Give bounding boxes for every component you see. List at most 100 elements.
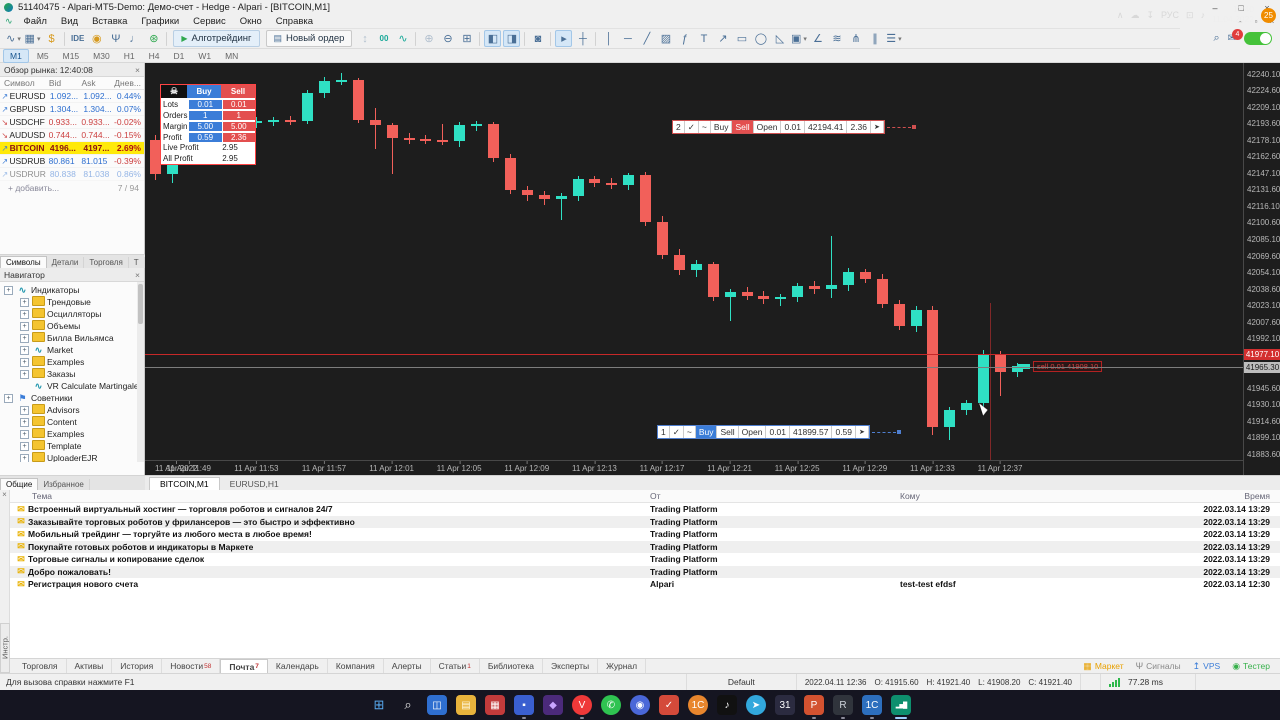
widget-open-button[interactable]: Open bbox=[753, 121, 782, 133]
col-bid[interactable]: Bid bbox=[48, 78, 62, 88]
tree-item-examples[interactable]: + Examples bbox=[0, 356, 144, 368]
child-minimize-button[interactable]: – bbox=[1237, 17, 1243, 26]
menu-item[interactable]: Сервис bbox=[193, 16, 226, 27]
chat-icon[interactable]: ✉ 4 bbox=[1228, 29, 1243, 44]
whatsapp-icon[interactable]: ✆ bbox=[601, 695, 621, 715]
tree-item-volumes[interactable]: + Объемы bbox=[0, 320, 144, 332]
lock-icon[interactable]: ◉ bbox=[92, 33, 102, 45]
signals-icon[interactable]: Ψ Сигналы bbox=[1135, 661, 1181, 671]
arrow-icon[interactable]: ↗ bbox=[718, 33, 728, 45]
channel-icon[interactable]: ▨ bbox=[660, 33, 672, 45]
telegram-icon[interactable]: ➤ bbox=[746, 695, 766, 715]
tab-details[interactable]: Детали bbox=[47, 257, 85, 268]
widgets-button[interactable]: ◫ bbox=[427, 695, 447, 715]
ellipse-icon[interactable]: ◯ bbox=[754, 33, 768, 45]
menu-item[interactable]: Окно bbox=[239, 16, 262, 27]
broadcast-icon[interactable]: Ψ bbox=[111, 32, 121, 45]
mail-row[interactable]: ✉ Регистрация нового счета Alpari test-t… bbox=[10, 578, 1280, 591]
mail-row[interactable]: ✉ Встроенный виртуальный хостинг — торго… bbox=[10, 503, 1280, 516]
app-blue-icon[interactable]: ▪ bbox=[514, 695, 534, 715]
widget-buy-button[interactable]: Buy bbox=[695, 426, 718, 438]
app-blue-circle-icon[interactable]: ◉ bbox=[630, 695, 650, 715]
search-button[interactable]: ⌕ bbox=[404, 697, 412, 712]
mail-row[interactable]: ✉ Мобильный трейдинг — торгуйте из любог… bbox=[10, 528, 1280, 541]
market-icon[interactable]: ▦ Маркет bbox=[1083, 660, 1124, 672]
widget-check-icon[interactable]: ✓ bbox=[684, 121, 699, 133]
metaeditor-icon[interactable]: IDE bbox=[71, 34, 85, 43]
col-symbol[interactable]: Символ bbox=[4, 78, 35, 88]
expand-icon[interactable]: + bbox=[4, 393, 13, 403]
download-icon[interactable]: ↧ bbox=[1146, 9, 1154, 20]
time-axis[interactable]: 11 Apr 2022 11 Apr 11:49 11 Apr 11:53 11 Ap… bbox=[145, 460, 1243, 475]
expand-icon[interactable]: + bbox=[20, 345, 29, 355]
col-from[interactable]: От bbox=[650, 491, 661, 501]
tab-trade[interactable]: Торговля bbox=[14, 659, 67, 673]
symbol-row-gbpusd[interactable]: GBPUSD 1.304... 1.304... 0.07% bbox=[0, 103, 144, 116]
widget-expand-arrow[interactable]: ➤ bbox=[871, 121, 884, 133]
mail-row[interactable]: ✉ Торговые сигналы и копирование сделок … bbox=[10, 553, 1280, 566]
tab-alerts[interactable]: Алерты bbox=[384, 659, 431, 673]
expand-icon[interactable]: + bbox=[20, 405, 29, 415]
add-symbol-label[interactable]: + добавить... bbox=[8, 182, 60, 193]
clock[interactable]: 12:40 11.04.2022 bbox=[1212, 4, 1254, 25]
tab-common[interactable]: Общие bbox=[0, 478, 39, 490]
start-button[interactable]: ⊞ bbox=[373, 697, 385, 712]
triangle-icon[interactable]: ◺ bbox=[775, 33, 785, 45]
timeframe-button[interactable]: H4 bbox=[148, 50, 160, 61]
shift-bars-left-icon[interactable]: ◧ bbox=[484, 30, 502, 47]
panel-buy-header[interactable]: Buy bbox=[187, 85, 221, 98]
tab-symbols[interactable]: Символы bbox=[0, 256, 47, 268]
timeframe-button[interactable]: M30 bbox=[93, 50, 110, 61]
symbol-row-bitcoin[interactable]: BITCOIN 4196... 4197... 2.69% bbox=[0, 142, 144, 155]
tiktok-icon[interactable]: ♪ bbox=[717, 695, 737, 715]
andrews-pitchfork-icon[interactable]: ⋔ bbox=[851, 33, 861, 45]
zoom-in-icon[interactable]: ⊕ bbox=[424, 33, 434, 45]
add-symbol-row[interactable]: + добавить... 7 / 94 bbox=[0, 181, 144, 194]
metatrader-icon[interactable]: ▂▅█ bbox=[891, 695, 911, 715]
col-time[interactable]: Время bbox=[1244, 491, 1270, 501]
tab-trading[interactable]: Торговля bbox=[84, 257, 129, 268]
widget-expand-arrow[interactable]: ➤ bbox=[856, 426, 869, 438]
trade-widget-buy[interactable]: 1 ✓ ~ Buy Sell Open 0.01 41899.57 0.59 ➤ bbox=[657, 425, 901, 439]
tab-company[interactable]: Компания bbox=[328, 659, 384, 673]
search-icon[interactable]: ⌕ bbox=[1213, 32, 1220, 44]
vps-icon[interactable]: ↥ VPS bbox=[1192, 660, 1221, 672]
tab-library[interactable]: Библиотека bbox=[480, 659, 544, 673]
toolbox-vertical-tab[interactable]: Инстр. bbox=[0, 623, 10, 673]
symbol-row-usdrur[interactable]: USDRUR 80.838 81.038 0.86% bbox=[0, 168, 144, 181]
app-red-icon[interactable]: ▦ bbox=[485, 695, 505, 715]
tab-assets[interactable]: Активы bbox=[67, 659, 113, 673]
buy-sell-panel[interactable]: ☠ Buy Sell Lots 0.01 0.01 Orders 1 1 bbox=[160, 84, 256, 165]
text-icon[interactable]: T bbox=[700, 32, 708, 45]
depth-of-market-icon[interactable]: 00 bbox=[379, 34, 389, 43]
scrollbar[interactable] bbox=[137, 282, 144, 462]
tab-mail[interactable]: Почта 7 bbox=[220, 659, 268, 673]
vivaldi-icon[interactable]: V bbox=[572, 695, 592, 715]
timeframe-button[interactable]: H1 bbox=[123, 50, 135, 61]
symbol-row-eurusd[interactable]: EURUSD 1.092... 1.092... 0.44% bbox=[0, 90, 144, 103]
objects-list-icon[interactable]: ☰ bbox=[885, 30, 902, 47]
child-restore-button[interactable]: ▫ bbox=[1254, 17, 1258, 26]
screenshot-icon[interactable]: ◙ bbox=[534, 32, 542, 45]
mail-row[interactable]: ✉ Покупайте готовых роботов и индикаторы… bbox=[10, 540, 1280, 553]
timeframe-button[interactable]: M5 bbox=[36, 50, 49, 61]
tab-experts[interactable]: Эксперты bbox=[543, 659, 599, 673]
menu-item[interactable]: Вставка bbox=[92, 16, 128, 27]
expand-icon[interactable]: + bbox=[20, 297, 29, 307]
price-axis[interactable]: 42240.10 42224.60 42209.10 42193.60 42178.10… bbox=[1243, 63, 1280, 475]
tree-item-indicators[interactable]: + Индикаторы bbox=[0, 284, 144, 296]
connection-status[interactable]: 77.28 ms bbox=[1100, 674, 1195, 690]
expand-icon[interactable]: + bbox=[20, 441, 29, 451]
menu-item[interactable]: Графики bbox=[141, 16, 180, 27]
zoom-out-icon[interactable]: ⊖ bbox=[443, 33, 453, 45]
menu-item[interactable]: Справка bbox=[275, 16, 314, 27]
cursor-icon[interactable]: ▸ bbox=[555, 30, 573, 47]
tree-item-market[interactable]: + Market bbox=[0, 344, 144, 356]
tab-history[interactable]: История bbox=[112, 659, 163, 673]
trade-widget-sell[interactable]: 2 ✓ ~ Buy Sell Open 0.01 42194.41 2.36 ➤ bbox=[672, 120, 916, 134]
widget-wave-icon[interactable]: ~ bbox=[683, 426, 696, 438]
tick-chart-icon[interactable]: ↕ bbox=[362, 32, 368, 45]
new-order-button[interactable]: Новый ордер bbox=[265, 30, 353, 47]
chart-type-icon[interactable]: ∿ bbox=[5, 30, 22, 47]
timeframe-button[interactable]: W1 bbox=[198, 50, 212, 61]
